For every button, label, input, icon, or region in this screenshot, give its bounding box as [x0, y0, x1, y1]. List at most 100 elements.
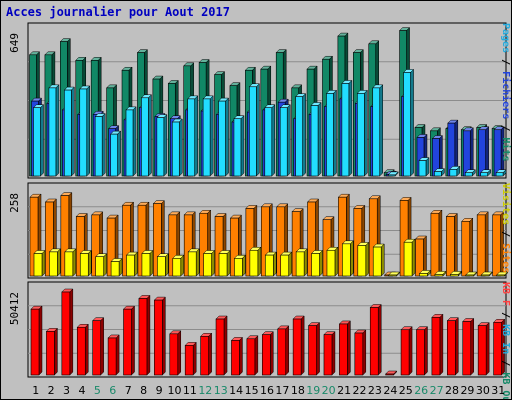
bar-kb-f	[184, 341, 197, 376]
bar-visites	[264, 251, 277, 277]
bar-kb-f-side	[177, 330, 182, 376]
bar-kb-f	[338, 320, 351, 376]
bar-kb-f-side	[316, 322, 320, 376]
bar-visites-side	[226, 249, 231, 277]
bar-pages	[449, 165, 461, 177]
bar-pages-side	[148, 94, 152, 177]
bar-pages	[233, 115, 245, 177]
bar-kb-f-side	[362, 329, 367, 376]
bar-pages-side	[379, 84, 383, 177]
bar-kb-f-face	[261, 334, 271, 376]
x-tick-label: 21	[337, 384, 351, 397]
x-tick-label: 29	[460, 384, 474, 397]
bar-pages-face	[110, 133, 118, 177]
x-tick-label: 26	[414, 384, 428, 397]
bar-kb-f-face	[46, 331, 55, 376]
bar-visites-face	[49, 251, 58, 277]
x-tick-label: 2	[48, 384, 55, 397]
bar-visites-face	[172, 258, 182, 277]
bar-visites	[95, 253, 108, 277]
bar-sites-face	[461, 221, 471, 277]
bar-kb-f	[354, 329, 367, 376]
x-tick-label: 1	[32, 384, 39, 397]
bar-visites-face	[280, 254, 290, 277]
bar-kb-f-face	[123, 308, 132, 376]
bar-kb-f	[45, 327, 59, 376]
bar-pages	[79, 85, 91, 177]
bar-visites-side	[365, 241, 370, 277]
y-axis-label-top: Pages / Fichiers / Hits	[500, 23, 511, 162]
bar-visites-side	[273, 251, 277, 277]
bar-visites-side	[72, 248, 77, 277]
bar-kb-f-face	[308, 325, 317, 376]
bar-visites-face	[249, 249, 259, 277]
bar-pages	[94, 112, 106, 177]
x-tick-label: 6	[109, 384, 116, 397]
bar-pages-side	[240, 115, 245, 177]
bar-visites-side	[149, 249, 154, 277]
bar-visites-face	[295, 251, 305, 277]
bar-kb-f-face	[354, 332, 364, 376]
bar-pages-face	[94, 116, 103, 177]
bar-visites-side	[134, 251, 138, 277]
bar-visites-side	[165, 253, 169, 277]
bar-kb-f-face	[369, 307, 379, 376]
bar-kb-f-side	[192, 341, 197, 376]
bar-pages-side	[425, 156, 430, 177]
bar-visites-face	[388, 274, 397, 277]
bar-pages-side	[256, 83, 260, 177]
bar-visites-side	[380, 243, 385, 277]
bar-visites-side	[334, 246, 339, 277]
bar-kb-f-side	[38, 305, 43, 376]
bar-pages-side	[101, 112, 106, 177]
x-tick-label: 18	[291, 384, 305, 397]
bar-pages-face	[279, 107, 288, 177]
bar-kb-f	[169, 330, 182, 376]
bar-sites	[414, 235, 428, 277]
bar-fichiers	[447, 119, 459, 177]
bar-kb-f	[261, 331, 274, 376]
bar-visites	[187, 248, 200, 277]
bar-fichiers-face	[462, 130, 471, 177]
bar-kb-f	[122, 305, 136, 376]
bar-kb-f	[107, 334, 120, 376]
bar-visites-face	[64, 251, 74, 277]
bar-fichiers	[462, 127, 474, 177]
y-axis-label-part: /	[500, 354, 511, 372]
x-tick-label: 4	[78, 384, 85, 397]
bar-kb-f-face	[292, 318, 302, 376]
bar-kb-f-side	[377, 303, 382, 376]
bar-kb-f	[230, 336, 244, 376]
bar-pages-side	[179, 118, 183, 177]
x-tick-label: 25	[399, 384, 413, 397]
x-tick-label: 11	[183, 384, 197, 397]
bar-visites	[48, 248, 62, 277]
bar-fichiers-face	[478, 129, 486, 177]
x-tick-label: 13	[214, 384, 228, 397]
bar-kb-f-face	[30, 308, 40, 376]
bar-pages	[433, 167, 446, 177]
bar-kb-f-side	[162, 296, 166, 376]
bar-visites-face	[419, 273, 428, 277]
bar-kb-f	[30, 305, 43, 376]
bar-kb-f	[492, 318, 506, 376]
bar-visites	[403, 238, 416, 277]
bar-visites	[125, 251, 139, 277]
x-tick-label: 16	[260, 384, 274, 397]
bar-visites-face	[203, 253, 212, 277]
bar-visites	[249, 246, 262, 277]
bar-sites	[491, 211, 505, 277]
bar-pages-face	[372, 87, 381, 177]
bar-pages	[418, 156, 430, 177]
panel-bottom: 50412 KB F / KB In / KB Out	[8, 281, 511, 399]
y-max-label-bottom: 50412	[8, 292, 21, 325]
bar-pages-side	[364, 89, 368, 177]
bar-visites-face	[126, 254, 135, 277]
bar-visites-face	[187, 251, 197, 277]
bar-visites-side	[257, 246, 262, 277]
bar-pages-face	[233, 118, 242, 177]
bar-kb-f	[246, 335, 259, 376]
bar-kb-f-side	[131, 305, 135, 376]
bar-kb-f-side	[439, 313, 444, 376]
bar-pages-face	[418, 160, 427, 177]
